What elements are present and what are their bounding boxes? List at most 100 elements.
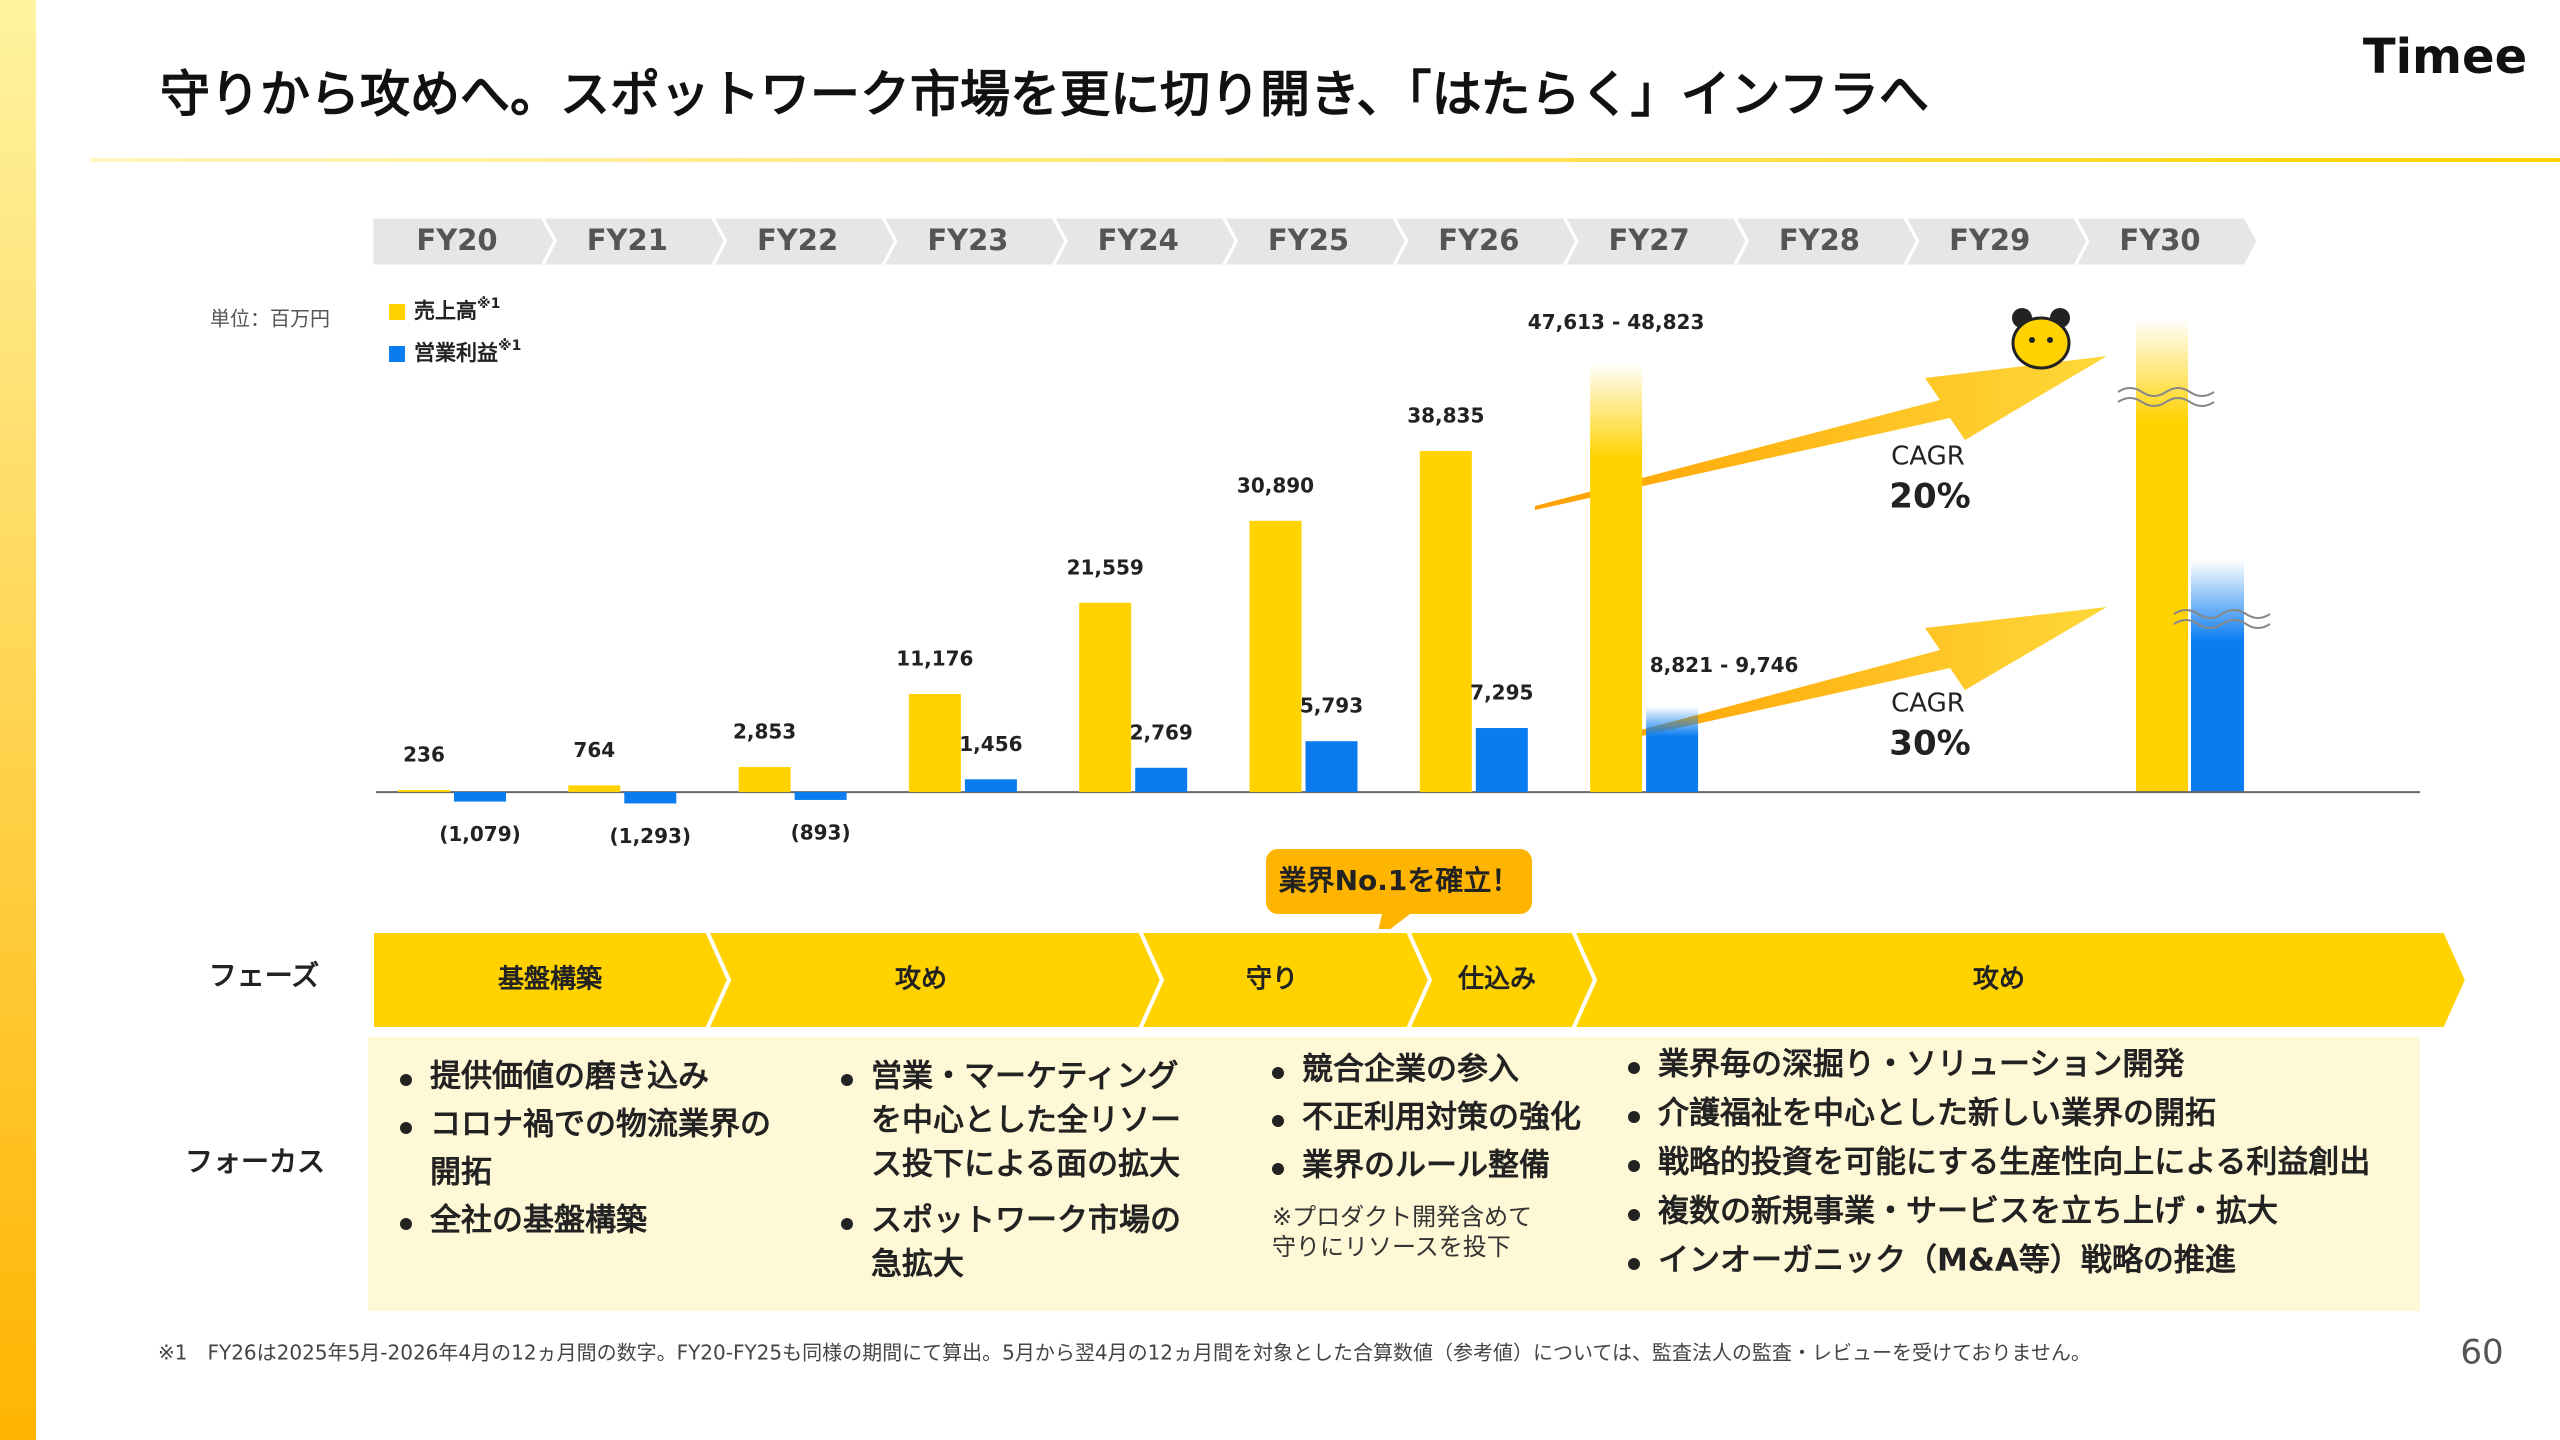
value-label: 1,456 (959, 732, 1022, 756)
legend-note: ※1 (477, 296, 500, 312)
period-label: FY28 (1779, 223, 1860, 257)
focus-item: 開拓 (430, 1155, 492, 1191)
value-label: 764 (573, 738, 615, 762)
phase-text: 仕込み (1457, 965, 1536, 995)
focus-item: 提供価値の磨き込み (430, 1059, 709, 1095)
focus-label: フォーカス (185, 1145, 325, 1178)
callout-text: 業界No.1を確立！ (1279, 864, 1520, 897)
value-label: 30,890 (1237, 473, 1314, 497)
period-label: FY25 (1268, 223, 1349, 257)
fy30-profit-bar (2191, 560, 2244, 792)
bar (794, 792, 847, 800)
bullet (1272, 1067, 1284, 1079)
bar (1590, 363, 1643, 793)
bullet (841, 1074, 853, 1086)
bar (624, 792, 677, 804)
focus-item: を中心とした全リソー (871, 1103, 1181, 1139)
focus-item: 複数の新規事業・サービスを立ち上げ・拡大 (1658, 1194, 2278, 1230)
bullet (1272, 1115, 1284, 1127)
focus-item: 営業・マーケティング (871, 1059, 1179, 1095)
phase-text: 守り (1246, 964, 1298, 995)
legend-label: 売上高※1 (414, 296, 500, 323)
break-mark (2173, 609, 2271, 629)
bullet (1628, 1111, 1640, 1123)
legend-label: 営業利益※1 (414, 338, 521, 365)
phase-label: フェーズ (209, 959, 320, 992)
period-label: FY21 (587, 223, 668, 257)
value-label: 236 (403, 743, 445, 767)
mascot (2011, 308, 2071, 370)
value-label: 21,559 (1067, 555, 1144, 579)
bar (908, 693, 961, 793)
legend-name: 営業利益 (414, 341, 498, 365)
value-label: (1,079) (439, 822, 521, 846)
bar (454, 792, 506, 802)
focus-item: 業界毎の深掘り・ソリューション開発 (1658, 1047, 2185, 1083)
title-rule (90, 158, 2560, 162)
side-stripe (0, 0, 36, 1440)
value-label: 5,793 (1300, 694, 1363, 718)
value-label: 11,176 (896, 646, 973, 670)
period-label: FY26 (1438, 223, 1519, 257)
bullet (1628, 1258, 1640, 1270)
unit-label: 単位：百万円 (210, 307, 330, 331)
bullet (1272, 1163, 1284, 1175)
bar (1249, 520, 1302, 793)
break-mark (2117, 387, 2215, 407)
cagr-value: 30% (1889, 724, 1970, 764)
bullet (1628, 1160, 1640, 1172)
focus-item: ス投下による面の拡大 (871, 1147, 1180, 1183)
bullet (1628, 1209, 1640, 1221)
bullet (841, 1218, 853, 1230)
legend-swatch (389, 304, 405, 320)
bar (1475, 728, 1528, 793)
bar (1646, 706, 1699, 793)
bar (398, 790, 450, 793)
period-label: FY23 (927, 223, 1008, 257)
logo: Timee (2363, 29, 2527, 85)
legend-name: 売上高 (414, 299, 477, 323)
bullet (1628, 1062, 1640, 1074)
bar (1135, 767, 1188, 793)
callout-box (1266, 849, 1532, 940)
focus-item: 業界のルール整備 (1302, 1148, 1550, 1184)
focus-item: 競合企業の参入 (1302, 1052, 1519, 1088)
focus-item: 急拡大 (871, 1247, 964, 1283)
footnote: ※1 FY26は2025年5月-2026年4月の12ヵ月間の数字。FY20-FY… (158, 1341, 2091, 1365)
focus-note: ※プロダクト開発含めて (1272, 1203, 1532, 1231)
cagr-label: CAGR (1891, 689, 1965, 719)
value-label: 8,821 - 9,746 (1650, 653, 1799, 677)
value-label: 2,853 (733, 720, 796, 744)
period-label: FY22 (757, 223, 838, 257)
focus-box (368, 1037, 2420, 1311)
value-label: 2,769 (1130, 720, 1193, 744)
focus-item: 全社の基盤構築 (429, 1203, 648, 1239)
value-label: (893) (791, 820, 851, 844)
bullet (400, 1074, 412, 1086)
value-label: (1,293) (610, 824, 692, 848)
period-label: FY20 (416, 223, 497, 257)
phase-text: 攻め (1973, 965, 2025, 995)
bar (1079, 602, 1132, 793)
focus-item: スポットワーク市場の (871, 1203, 1181, 1239)
slide-title: 守りから攻めへ。スポットワーク市場を更に切り開き、「はたらく」インフラへ (160, 66, 1929, 124)
period-chevron (2072, 215, 2260, 268)
bullet (400, 1122, 412, 1134)
period-label: FY24 (1098, 223, 1179, 257)
bullet (400, 1218, 412, 1230)
period-label: FY30 (2119, 223, 2200, 257)
phase-text: 攻め (895, 965, 947, 995)
phase-text: 基盤構築 (498, 964, 603, 995)
focus-item: インオーガニック（M&A等）戦略の推進 (1658, 1243, 2236, 1279)
growth-arrow (1592, 607, 2107, 747)
bar (1419, 451, 1472, 793)
cagr-label: CAGR (1891, 442, 1965, 472)
fy30-sales-bar (2136, 318, 2188, 792)
legend-swatch (389, 346, 405, 362)
value-label: 7,295 (1470, 681, 1533, 705)
focus-item: 戦略的投資を可能にする生産性向上による利益創出 (1658, 1145, 2370, 1181)
phase-chevron (1569, 929, 2470, 1031)
value-label: 38,835 (1407, 404, 1484, 428)
